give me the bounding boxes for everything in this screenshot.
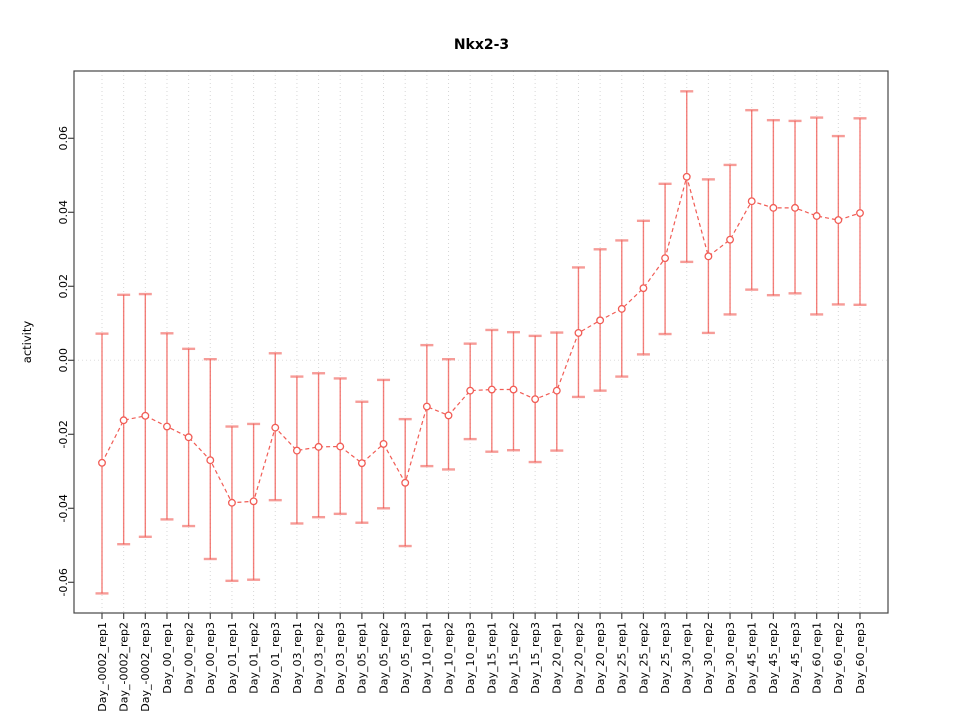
data-point <box>574 328 583 337</box>
x-tick-label: Day_-0002_rep2 <box>118 622 131 712</box>
y-tick-label: 0.04 <box>57 200 70 225</box>
x-tick-label: Day_30_rep3 <box>724 622 737 694</box>
data-point <box>314 442 323 451</box>
y-tick-label: 0.02 <box>57 274 70 299</box>
x-tick-label: Day_-0002_rep3 <box>139 622 152 712</box>
data-point <box>444 411 453 420</box>
data-point <box>422 402 431 411</box>
data-point <box>531 395 540 404</box>
data-point <box>617 304 626 313</box>
data-point <box>487 385 496 394</box>
x-tick-label: Day_05_rep2 <box>377 622 390 694</box>
data-point <box>704 252 713 261</box>
data-point <box>834 216 843 225</box>
data-point <box>812 212 821 220</box>
x-tick-label: Day_00_rep3 <box>204 622 217 694</box>
data-point <box>227 498 236 507</box>
x-tick-label: Day_45_rep1 <box>746 622 759 694</box>
data-point <box>336 442 345 451</box>
x-tick-label: Day_60_rep1 <box>811 622 824 694</box>
y-tick-label: -0.06 <box>57 568 70 596</box>
x-tick-label: Day_30_rep1 <box>681 622 694 694</box>
data-point <box>98 458 106 467</box>
data-point <box>639 284 648 293</box>
x-tick-label: Day_20_rep1 <box>551 622 564 694</box>
x-tick-label: Day_25_rep3 <box>659 622 672 694</box>
data-point <box>163 422 171 431</box>
x-tick-label: Day_25_rep1 <box>616 622 629 694</box>
data-point <box>596 316 605 325</box>
x-tick-label: Day_15_rep3 <box>529 622 542 694</box>
data-point <box>769 203 778 212</box>
y-tick-label: 0.00 <box>57 348 70 373</box>
data-point <box>509 385 518 394</box>
x-tick-label: Day_00_rep1 <box>161 622 174 694</box>
x-tick-label: Day_03_rep1 <box>291 622 304 694</box>
data-point <box>357 459 366 468</box>
plot-box <box>73 70 889 614</box>
y-tick-label: -0.04 <box>57 494 70 522</box>
data-point <box>249 497 258 506</box>
data-point <box>271 423 280 432</box>
x-tick-label: Day_10_rep2 <box>442 622 455 694</box>
x-tick-label: Day_25_rep2 <box>637 622 650 694</box>
y-tick-label: -0.02 <box>57 420 70 448</box>
data-point <box>466 386 475 395</box>
data-point <box>184 433 193 442</box>
x-tick-label: Day_-0002_rep1 <box>96 622 109 712</box>
y-axis-title: activity <box>20 320 34 364</box>
chart-title: Nkx2-3 <box>453 37 510 53</box>
x-tick-label: Day_60_rep3 <box>854 622 867 694</box>
x-tick-label: Day_01_rep3 <box>269 622 282 694</box>
data-point <box>401 478 410 487</box>
data-point <box>682 172 691 181</box>
data-point <box>726 235 735 244</box>
x-tick-label: Day_20_rep3 <box>594 622 607 694</box>
data-point <box>206 456 215 465</box>
data-point <box>379 439 388 448</box>
x-tick-label: Day_03_rep2 <box>312 622 325 694</box>
series-line <box>101 174 861 504</box>
data-point <box>856 209 864 217</box>
data-point <box>292 446 301 455</box>
data-point <box>791 203 799 212</box>
data-point <box>141 411 150 420</box>
x-tick-label: Day_15_rep1 <box>486 622 499 694</box>
x-tick-label: Day_00_rep2 <box>182 622 195 694</box>
x-tick-label: Day_45_rep2 <box>767 622 780 694</box>
data-point <box>119 416 128 425</box>
x-tick-label: Day_10_rep1 <box>421 622 434 694</box>
x-tick-label: Day_20_rep2 <box>572 622 585 694</box>
x-tick-label: Day_15_rep2 <box>507 622 520 694</box>
x-tick-label: Day_05_rep1 <box>356 622 369 694</box>
x-tick-label: Day_03_rep3 <box>334 622 347 694</box>
x-tick-label: Day_30_rep2 <box>702 622 715 694</box>
data-point <box>552 386 561 395</box>
data-point <box>661 254 670 263</box>
data-point <box>747 197 756 206</box>
x-tick-label: Day_10_rep3 <box>464 622 477 694</box>
y-tick-label: 0.06 <box>57 126 70 151</box>
x-tick-label: Day_01_rep1 <box>226 622 239 694</box>
x-tick-label: Day_60_rep2 <box>832 622 845 694</box>
x-tick-label: Day_05_rep3 <box>399 622 412 694</box>
x-tick-label: Day_45_rep3 <box>789 622 802 694</box>
x-tick-label: Day_01_rep2 <box>247 622 260 694</box>
